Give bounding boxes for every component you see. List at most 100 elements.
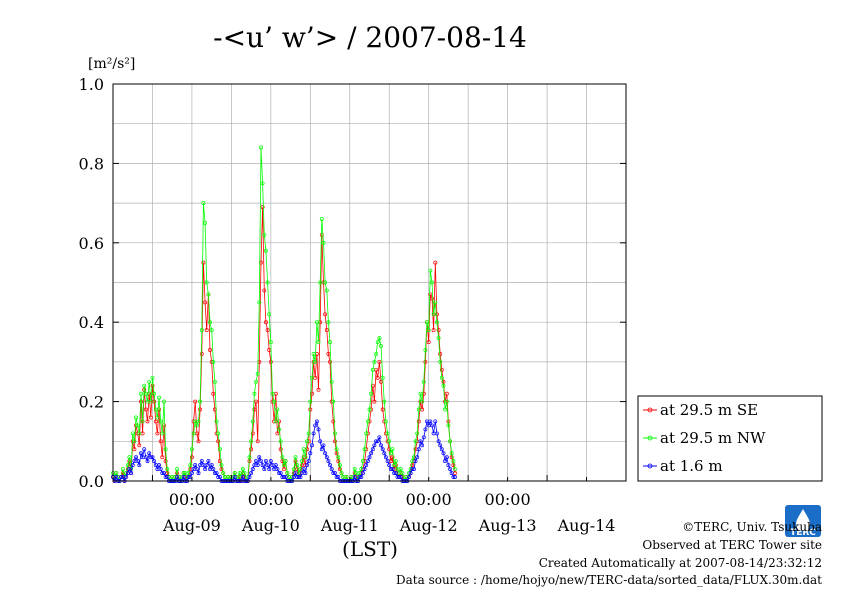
series-point — [370, 447, 375, 452]
x-day-label: Aug-09 — [162, 516, 221, 535]
series-point — [364, 431, 369, 436]
series-point — [214, 471, 219, 476]
series-point — [259, 459, 263, 464]
series-point — [390, 455, 395, 460]
series-point — [323, 451, 328, 456]
series-point — [255, 463, 260, 468]
series-point — [268, 459, 273, 464]
series-point — [415, 431, 420, 436]
series-point — [150, 383, 155, 388]
series-point — [310, 443, 314, 448]
series-point — [293, 455, 298, 460]
series-point — [323, 312, 328, 317]
series-point — [374, 439, 379, 444]
series-point — [411, 467, 416, 472]
series-point — [333, 431, 337, 436]
series-point — [254, 379, 258, 384]
series-point — [337, 467, 342, 472]
series-point — [379, 443, 383, 448]
series-point — [150, 375, 155, 380]
series-point — [155, 415, 160, 420]
series-point — [254, 459, 258, 464]
series-point — [134, 455, 138, 460]
x-tick-label: 00:00 — [406, 490, 452, 509]
series-point — [255, 371, 260, 376]
series-point — [206, 459, 211, 464]
series-point — [425, 320, 429, 325]
series-point — [204, 328, 209, 333]
series-point — [311, 431, 316, 436]
series-point — [331, 399, 336, 404]
series-point — [413, 439, 418, 444]
series-point — [421, 379, 426, 384]
series-point — [410, 463, 415, 468]
series-point — [316, 340, 321, 345]
series-point — [318, 280, 323, 285]
series-point — [148, 455, 153, 460]
series-point — [291, 467, 296, 472]
series-point — [142, 383, 147, 388]
series-point — [380, 407, 385, 412]
series-point — [189, 455, 194, 460]
series-point — [283, 459, 288, 464]
series-point — [415, 455, 420, 460]
chart-title: -<u’ w’> / 2007-08-14 — [213, 21, 527, 54]
y-ticks: 0.0 0.2 0.4 0.6 0.8 1.0 — [79, 75, 626, 491]
series-point — [433, 419, 438, 424]
series-point — [237, 471, 242, 476]
series-point — [375, 439, 380, 444]
x-day-label: Aug-10 — [241, 516, 300, 535]
series-point — [158, 419, 163, 424]
series-point — [370, 383, 375, 388]
series-point — [127, 455, 132, 460]
y-tick-label: 0.8 — [79, 154, 104, 173]
series-point — [130, 463, 135, 468]
x-day-label: Aug-11 — [320, 516, 379, 535]
created-text: Created Automatically at 2007-08-14/23:3… — [539, 556, 822, 570]
series-point — [240, 467, 245, 472]
series-point — [209, 328, 214, 333]
series-point — [430, 423, 434, 428]
series-point — [247, 475, 252, 479]
series-point — [163, 447, 168, 452]
series-point — [443, 459, 448, 464]
series-point — [262, 467, 267, 472]
series-point — [326, 320, 331, 325]
series-point — [196, 419, 201, 424]
series-point — [385, 431, 390, 436]
series-point — [283, 475, 288, 479]
series-point — [438, 443, 443, 448]
x-day-label: Aug-12 — [399, 516, 458, 535]
series-point — [273, 463, 278, 468]
series-point — [135, 423, 140, 428]
legend-label: at 1.6 m — [660, 457, 723, 475]
series-point — [333, 471, 337, 476]
series-point — [273, 419, 278, 424]
series-point — [321, 443, 326, 448]
series-point — [443, 407, 448, 412]
series-point — [196, 439, 201, 444]
series-point — [162, 399, 166, 404]
series-point — [344, 475, 349, 479]
series-point — [211, 359, 216, 364]
series-point — [324, 288, 329, 293]
series-point — [436, 328, 441, 333]
series-point — [431, 312, 436, 317]
series-point — [250, 467, 255, 472]
series-point — [449, 471, 454, 476]
series-point — [428, 419, 433, 424]
series-point — [125, 463, 130, 468]
series-point — [206, 292, 211, 297]
series-point — [134, 415, 138, 420]
series-point — [305, 439, 309, 444]
x-day-label: Aug-14 — [557, 516, 616, 535]
legend-marker — [647, 463, 653, 469]
series-point — [199, 459, 204, 464]
series-point — [212, 407, 217, 412]
series-point — [393, 459, 398, 464]
series-point — [390, 467, 395, 472]
series-point — [249, 447, 254, 452]
series-point — [175, 475, 180, 479]
series-point — [148, 399, 153, 404]
